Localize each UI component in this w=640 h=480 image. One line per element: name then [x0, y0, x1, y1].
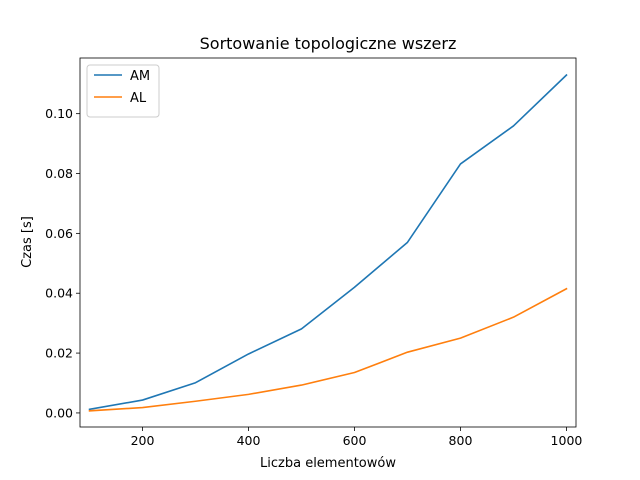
legend-label-am: AM: [130, 69, 150, 84]
y-axis-ticks: 0.00 0.02 0.04 0.06 0.08 0.10: [45, 106, 80, 420]
series-line-al: [88, 287, 568, 412]
series-line-am: [88, 73, 568, 411]
x-tick-label: 1000: [551, 433, 583, 448]
plot-lines: [88, 73, 568, 412]
x-axis-ticks: 200 400 600 800 1000: [131, 427, 583, 448]
legend-label-al: AL: [130, 91, 147, 106]
legend-box: [86, 64, 160, 118]
plot-frame: [79, 57, 577, 428]
x-tick-label: 400: [237, 433, 261, 448]
y-tick-label: 0.06: [45, 226, 73, 241]
y-axis-label: Czas [s]: [20, 216, 35, 268]
legend: AM AL: [86, 64, 160, 118]
x-tick-label: 200: [131, 433, 155, 448]
chart-title: Sortowanie topologiczne wszerz: [200, 34, 457, 53]
y-tick-label: 0.04: [45, 286, 73, 301]
x-tick-label: 800: [449, 433, 473, 448]
y-tick-label: 0.00: [45, 405, 73, 420]
y-tick-label: 0.10: [45, 106, 73, 121]
y-tick-label: 0.08: [45, 166, 73, 181]
x-axis-label: Liczba elementowów: [260, 456, 396, 471]
y-tick-label: 0.02: [45, 346, 73, 361]
x-tick-label: 600: [343, 433, 367, 448]
